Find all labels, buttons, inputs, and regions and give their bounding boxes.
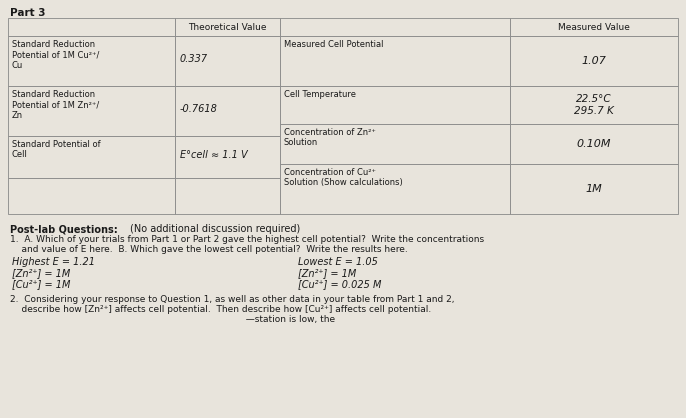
Bar [280,124,510,164]
Text: (No additional discussion required): (No additional discussion required) [105,224,300,234]
Bar [280,18,510,36]
Text: 1.  A. Which of your trials from Part 1 or Part 2 gave the highest cell potentia: 1. A. Which of your trials from Part 1 o… [10,235,484,244]
Bar [510,164,678,214]
Bar [8,18,175,36]
Bar [510,36,678,86]
Text: Post-lab Questions:: Post-lab Questions: [10,224,118,234]
Text: 1.07: 1.07 [582,56,606,66]
Text: [Zn²⁺] = 1M: [Zn²⁺] = 1M [298,268,356,278]
Text: Part 3: Part 3 [10,8,45,18]
Bar [510,18,678,36]
Text: Highest E = 1.21: Highest E = 1.21 [12,257,95,267]
Bar [175,136,280,178]
Text: -0.7618: -0.7618 [180,104,218,114]
Bar [175,178,280,214]
Text: Lowest E = 1.05: Lowest E = 1.05 [298,257,378,267]
Text: Cell Temperature: Cell Temperature [284,90,356,99]
Bar [280,164,510,214]
Text: describe how [Zn²⁺] affects cell potential.  Then describe how [Cu²⁺] affects ce: describe how [Zn²⁺] affects cell potenti… [10,305,431,314]
Text: and value of E here.  B. Which gave the lowest cell potential?  Write the result: and value of E here. B. Which gave the l… [10,245,407,254]
Bar [8,178,175,214]
Text: 22.5°C: 22.5°C [576,94,612,104]
Bar [510,124,678,164]
Text: 295.7 K: 295.7 K [574,106,614,116]
Text: 0.337: 0.337 [180,54,208,64]
Text: 1M: 1M [586,184,602,194]
Text: Theoretical Value: Theoretical Value [188,23,267,31]
Text: Concentration of Zn²⁺
Solution: Concentration of Zn²⁺ Solution [284,128,376,148]
Text: Standard Reduction
Potential of 1M Cu²⁺/
Cu: Standard Reduction Potential of 1M Cu²⁺/… [12,40,99,70]
Bar [510,86,678,124]
Bar [175,36,280,86]
Text: Measured Cell Potential: Measured Cell Potential [284,40,383,49]
Bar [280,36,510,86]
Bar [175,18,280,36]
Bar [8,86,175,136]
Text: E°cell ≈ 1.1 V: E°cell ≈ 1.1 V [180,150,248,160]
Text: —station is low, the: —station is low, the [10,315,335,324]
Bar [280,86,510,124]
Text: Standard Potential of
Cell: Standard Potential of Cell [12,140,101,159]
Text: [Zn²⁺] = 1M: [Zn²⁺] = 1M [12,268,70,278]
Text: [Cu²⁺] = 1M: [Cu²⁺] = 1M [12,279,71,289]
Text: 2.  Considering your response to Question 1, as well as other data in your table: 2. Considering your response to Question… [10,295,455,304]
Bar [8,136,175,178]
Bar [8,36,175,86]
Text: [Cu²⁺] = 0.025 M: [Cu²⁺] = 0.025 M [298,279,381,289]
Text: Measured Value: Measured Value [558,23,630,31]
Text: 0.10M: 0.10M [577,139,611,149]
Text: Concentration of Cu²⁺
Solution (Show calculations): Concentration of Cu²⁺ Solution (Show cal… [284,168,403,187]
Bar [175,86,280,136]
Text: Standard Reduction
Potential of 1M Zn²⁺/
Zn: Standard Reduction Potential of 1M Zn²⁺/… [12,90,99,120]
